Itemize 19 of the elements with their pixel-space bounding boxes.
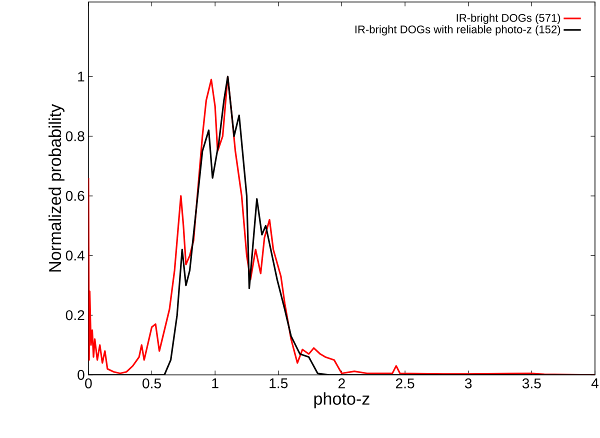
x-tick-label: 0.5 (142, 378, 161, 388)
y-tick-label: 0.4 (66, 250, 84, 260)
legend-label: IR-bright DOGs with reliable photo-z (152) (355, 25, 560, 36)
x-axis-title: photo-z (314, 392, 370, 408)
x-tick-label: 1.5 (270, 378, 288, 388)
x-tick-label: 0 (85, 378, 92, 388)
legend-label: IR-bright DOGs (571) (456, 14, 560, 24)
x-tick-label: 2.5 (396, 378, 414, 388)
x-tick-label: 1 (212, 378, 218, 388)
x-tick-label: 2 (338, 378, 345, 388)
x-tick-label: 3.5 (522, 378, 541, 388)
y-tick-label: 0.6 (66, 190, 84, 201)
x-tick-label: 4 (591, 378, 598, 388)
y-axis-title: Normalized probability (48, 104, 64, 272)
y-tick-label: 0.8 (66, 131, 84, 142)
y-tick-label: 0 (78, 370, 84, 380)
y-tick-label: 1 (78, 72, 84, 82)
y-tick-label: 0.2 (66, 310, 84, 320)
x-tick-label: 3 (464, 378, 472, 388)
